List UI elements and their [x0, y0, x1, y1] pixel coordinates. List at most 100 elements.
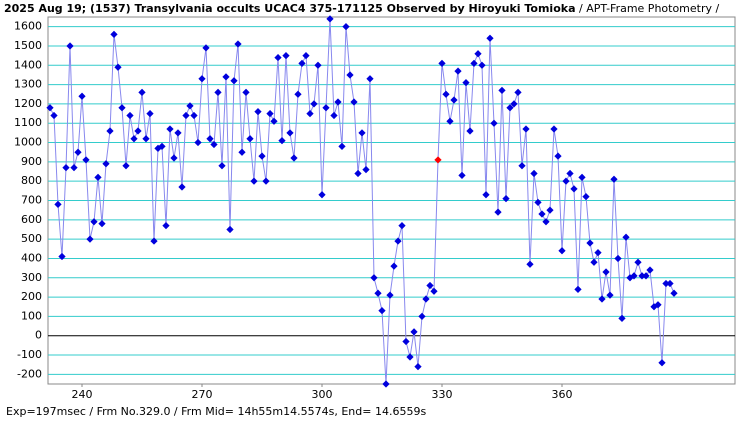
data-point — [58, 252, 66, 261]
data-point — [550, 125, 558, 133]
data-point — [282, 52, 290, 60]
data-point — [246, 135, 254, 143]
data-point — [114, 63, 122, 71]
data-point — [314, 61, 322, 69]
data-point — [522, 125, 530, 133]
data-point — [286, 129, 294, 137]
data-point — [450, 96, 458, 104]
subtitle: / APT-Frame Photometry / — [576, 2, 720, 15]
y-tick-label: 1600 — [14, 20, 42, 33]
y-tick-label: 800 — [21, 174, 42, 187]
data-point — [458, 171, 466, 180]
data-point — [302, 52, 310, 60]
data-point — [586, 239, 594, 247]
data-point — [334, 98, 342, 106]
data-point — [278, 136, 286, 145]
data-point — [530, 169, 538, 178]
data-point — [474, 50, 482, 58]
data-point — [250, 177, 258, 185]
data-point — [94, 173, 102, 181]
data-point — [542, 218, 550, 226]
data-point — [598, 295, 606, 303]
data-point — [138, 88, 146, 96]
data-point — [198, 75, 206, 83]
data-point — [258, 152, 266, 160]
data-point — [370, 274, 378, 282]
data-point — [330, 111, 338, 120]
y-tick-label: 600 — [21, 213, 42, 226]
data-point — [242, 88, 250, 96]
data-point — [338, 142, 346, 151]
data-point — [402, 337, 410, 346]
data-point — [210, 140, 218, 149]
data-point — [466, 127, 474, 135]
data-point — [606, 291, 614, 299]
title: 2025 Aug 19; (1537) Transylvania occults… — [4, 2, 576, 15]
data-point — [366, 75, 374, 83]
data-point — [158, 142, 166, 151]
x-tick-label: 360 — [552, 388, 573, 401]
y-tick-label: 1300 — [14, 78, 42, 91]
data-point — [322, 104, 330, 112]
y-tick-label: 200 — [21, 290, 42, 303]
y-tick-label: 1100 — [14, 116, 42, 129]
y-tick-label: 1200 — [14, 97, 42, 110]
data-point — [482, 191, 490, 199]
data-point — [562, 177, 570, 185]
data-point — [518, 162, 526, 170]
data-point — [122, 162, 130, 170]
data-point — [50, 111, 58, 120]
data-point — [70, 164, 78, 172]
data-point — [130, 135, 138, 143]
data-point — [318, 191, 326, 199]
data-point — [186, 102, 194, 110]
data-point — [362, 165, 370, 174]
data-point — [570, 185, 578, 193]
data-point — [438, 59, 446, 67]
data-point — [62, 164, 70, 172]
data-point — [614, 254, 622, 263]
data-point — [418, 312, 426, 321]
data-point — [118, 104, 126, 112]
y-tick-label: 400 — [21, 251, 42, 264]
data-point — [190, 111, 198, 120]
data-point — [478, 61, 486, 69]
data-point — [298, 59, 306, 67]
data-point — [102, 160, 110, 168]
data-point — [490, 119, 498, 127]
data-point — [390, 262, 398, 270]
data-point — [310, 100, 318, 108]
y-tick-label: 900 — [21, 155, 42, 168]
data-point — [142, 135, 150, 143]
data-point — [230, 77, 238, 85]
data-point — [430, 287, 438, 295]
data-point — [670, 289, 678, 297]
y-tick-label: 700 — [21, 194, 42, 207]
data-point — [174, 129, 182, 137]
data-point — [162, 221, 170, 230]
data-point — [306, 109, 314, 118]
data-point — [618, 314, 626, 322]
data-point — [134, 127, 142, 135]
data-point — [234, 40, 242, 48]
data-point — [46, 104, 54, 112]
data-point — [378, 306, 386, 315]
data-point — [646, 266, 654, 274]
data-point — [514, 88, 522, 96]
data-point — [266, 109, 274, 118]
data-point — [238, 148, 246, 156]
x-tick-label: 300 — [312, 388, 333, 401]
data-point — [270, 117, 278, 125]
data-point — [354, 169, 362, 178]
y-tick-label: -200 — [17, 367, 42, 380]
y-tick-label: 0 — [35, 329, 42, 342]
data-point — [610, 175, 618, 183]
data-point — [590, 258, 598, 266]
data-point — [594, 249, 602, 257]
data-point — [78, 92, 86, 100]
data-point — [294, 90, 302, 98]
x-tick-label: 270 — [192, 388, 213, 401]
y-tick-label: 1500 — [14, 39, 42, 52]
data-point — [218, 162, 226, 170]
